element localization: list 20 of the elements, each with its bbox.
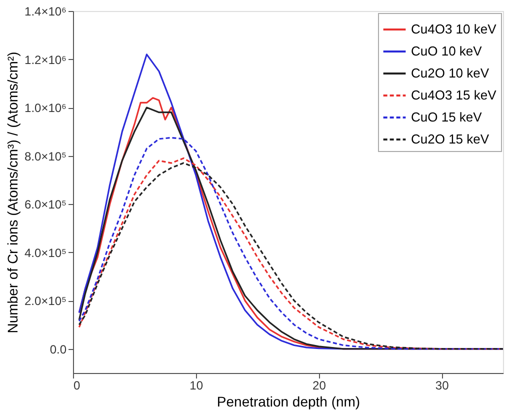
y-tick-label: 1.4×10⁶: [24, 4, 67, 18]
y-tick-label: 1.2×10⁶: [24, 52, 67, 67]
x-axis-title: Penetration depth (nm): [216, 394, 360, 410]
legend-label: Cu4O3 10 keV: [411, 22, 497, 36]
legend-label: Cu2O 10 keV: [411, 66, 490, 80]
y-tick-label: 8.0×10⁵: [24, 149, 67, 164]
y-tick-label: 6.0×10⁵: [24, 198, 67, 212]
x-tick-label: 10: [190, 378, 204, 392]
x-tick-label: 20: [312, 378, 326, 392]
legend-label: Cu2O 15 keV: [411, 132, 490, 146]
y-tick-label: 0.0: [50, 342, 67, 356]
y-axis-title: Number of Cr ions (Atoms/cm³) / (Atoms/cm²): [4, 52, 20, 334]
legend-label: CuO 15 keV: [411, 110, 482, 124]
legend-label: CuO 10 keV: [411, 44, 482, 58]
y-tick-label: 4.0×10⁵: [24, 246, 67, 260]
legend-label: Cu4O3 15 keV: [411, 88, 497, 102]
y-tick-label: 2.0×10⁵: [24, 294, 67, 308]
x-tick-label: 30: [435, 378, 450, 392]
y-tick-label: 1.0×10⁶: [24, 101, 67, 116]
x-tick-label: 0: [74, 378, 80, 392]
